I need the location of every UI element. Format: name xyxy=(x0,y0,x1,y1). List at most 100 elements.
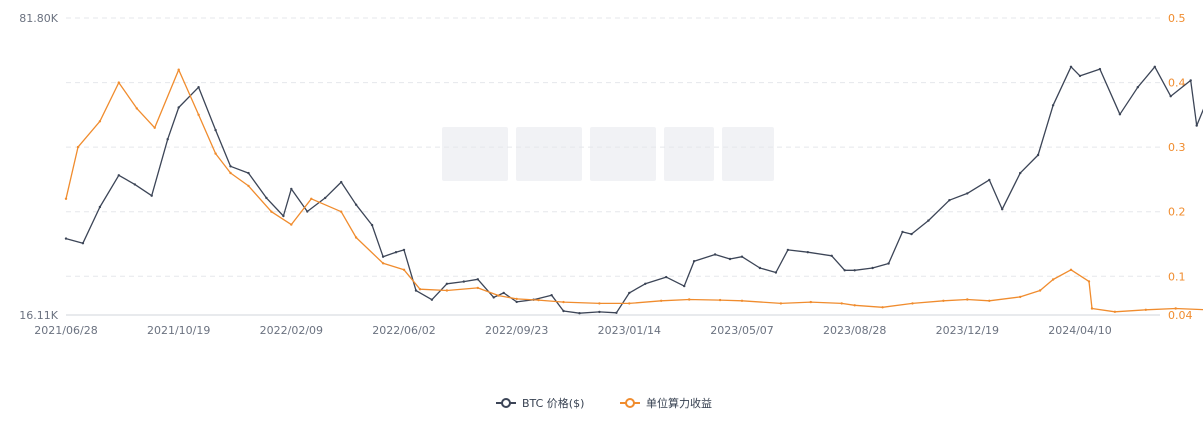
btc-price-point xyxy=(692,260,696,263)
unit-hashrate-revenue-point xyxy=(402,268,406,271)
btc-price-point xyxy=(394,251,398,254)
unit-hashrate-revenue-point xyxy=(718,298,722,302)
btc-price-point xyxy=(598,310,601,314)
btc-price-point xyxy=(1189,79,1192,82)
btc-price-point xyxy=(927,219,930,222)
btc-price-point xyxy=(354,203,358,206)
btc-price-point xyxy=(1069,65,1073,69)
btc-price-point xyxy=(247,171,250,175)
unit-hashrate-revenue-point xyxy=(515,297,518,301)
btc-price-point xyxy=(644,282,647,285)
btc-price-point xyxy=(1001,208,1004,211)
btc-price-point xyxy=(1051,104,1055,107)
unit-hashrate-revenue-point xyxy=(942,299,945,302)
unit-hashrate-revenue-point xyxy=(135,107,138,110)
unit-hashrate-revenue-point xyxy=(809,300,812,304)
watermark-logo-block xyxy=(664,127,714,181)
btc-price-point xyxy=(197,86,200,89)
btc-price-point xyxy=(81,242,85,245)
btc-price-point xyxy=(853,269,856,272)
btc-price-point xyxy=(402,248,406,252)
btc-price-point xyxy=(948,199,951,202)
btc-price-point xyxy=(628,291,631,295)
unit-hashrate-revenue-point xyxy=(1090,307,1094,310)
x-axis-tick-label: 2023/08/28 xyxy=(823,324,886,337)
btc-price-point xyxy=(1153,65,1157,69)
watermark-logo-block xyxy=(442,127,508,181)
btc-price-point xyxy=(229,165,232,168)
unit-hashrate-revenue-line xyxy=(65,69,1203,313)
btc-price-point xyxy=(133,183,136,186)
okx-watermark-logo xyxy=(442,127,774,181)
btc-price-point xyxy=(98,205,102,209)
btc-price-point xyxy=(740,255,744,258)
unit-hashrate-revenue-point xyxy=(247,184,250,188)
btc-price-point xyxy=(1098,67,1102,71)
unit-hashrate-revenue-point xyxy=(310,197,313,200)
btc-price-point xyxy=(1078,74,1082,78)
btc-price-point xyxy=(515,300,518,304)
btc-price-point xyxy=(306,210,309,213)
btc-price-point xyxy=(966,192,969,195)
unit-hashrate-revenue-point xyxy=(853,304,856,307)
btc-price-point xyxy=(492,296,495,299)
btc-price-point xyxy=(290,187,293,191)
unit-hashrate-revenue-point xyxy=(881,306,884,309)
unit-hashrate-revenue-point xyxy=(1174,307,1177,310)
unit-hashrate-revenue-point xyxy=(660,299,663,302)
btc-price-point xyxy=(324,196,327,200)
btc-price-point xyxy=(381,255,385,258)
unit-hashrate-revenue-point xyxy=(76,145,80,149)
right-axis-tick-label: 0.2 xyxy=(1168,206,1186,219)
unit-hashrate-revenue-point xyxy=(966,298,969,301)
x-axis-tick-label: 2022/09/23 xyxy=(485,324,548,337)
btc-price-point xyxy=(502,291,505,295)
btc-price-point xyxy=(887,262,890,265)
btc-price-point xyxy=(430,298,434,301)
x-axis-tick-label: 2021/06/28 xyxy=(34,324,97,337)
legend-item-unit-hashrate-revenue[interactable]: 单位算力收益 xyxy=(620,396,712,410)
btc-price-point xyxy=(774,271,778,274)
btc-price-point xyxy=(462,280,465,283)
unit-hashrate-revenue-point xyxy=(1038,289,1042,292)
btc-price-point xyxy=(370,223,374,227)
unit-hashrate-revenue-point xyxy=(1051,278,1055,281)
btc-price-point xyxy=(910,232,913,236)
btc-price-point xyxy=(150,194,153,197)
x-axis-tick-label: 2022/02/09 xyxy=(260,324,323,337)
watermark-logo-block xyxy=(722,127,774,181)
btc-price-point xyxy=(445,282,449,285)
legend-marker-icon xyxy=(625,398,635,408)
unit-hashrate-revenue-point xyxy=(290,223,293,226)
unit-hashrate-revenue-point xyxy=(177,68,180,71)
unit-hashrate-revenue-point xyxy=(688,298,691,301)
right-axis-tick-label: 0.5 xyxy=(1168,12,1186,25)
btc-price-point xyxy=(713,253,717,256)
btc-price-point xyxy=(758,266,762,270)
legend-label: BTC 价格($) xyxy=(522,396,584,410)
legend-item-btc-price[interactable]: BTC 价格($) xyxy=(496,396,584,410)
btc-price-point xyxy=(562,309,565,313)
btc-price-point xyxy=(166,138,169,141)
unit-hashrate-revenue-point xyxy=(1144,308,1148,311)
left-axis-tick-label: 81.80K xyxy=(19,12,58,25)
unit-hashrate-revenue-point xyxy=(153,126,156,129)
unit-hashrate-revenue-point xyxy=(476,286,479,290)
unit-hashrate-revenue-point xyxy=(911,302,914,305)
unit-hashrate-revenue-point xyxy=(1113,310,1117,313)
unit-hashrate-revenue-point xyxy=(340,210,343,213)
btc-price-point xyxy=(1019,171,1022,175)
btc-price-point xyxy=(1036,153,1040,157)
btc-price-point xyxy=(578,312,581,315)
unit-hashrate-revenue-point xyxy=(537,298,540,302)
unit-hashrate-revenue-point xyxy=(418,288,422,291)
btc-price-point xyxy=(1136,86,1140,89)
unit-hashrate-revenue-point xyxy=(445,289,449,292)
btc-price-point xyxy=(117,174,121,177)
btc-price-point xyxy=(550,294,553,297)
btc-price-point xyxy=(476,278,479,281)
unit-hashrate-revenue-point xyxy=(1019,295,1022,299)
btc-price-point xyxy=(265,196,268,200)
